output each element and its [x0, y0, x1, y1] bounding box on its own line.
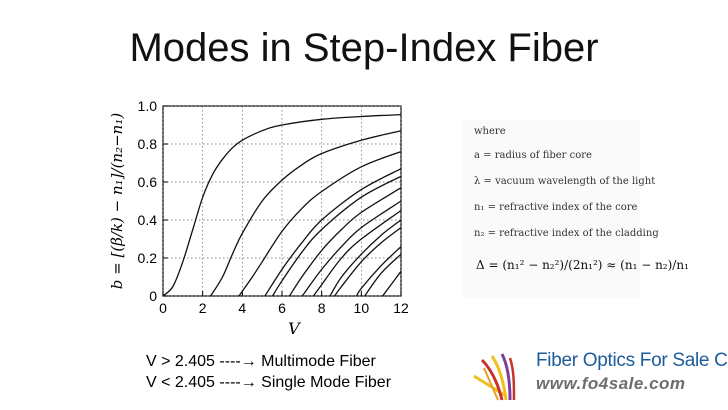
x-tick-label: 12	[393, 300, 409, 316]
y-axis-label: b = [(β/k) − n₁]/(n₂−n₁)	[108, 113, 126, 290]
note-multimode-cond: V > 2.405	[146, 353, 215, 370]
brand-logo: Fiber Optics For Sale Co. www.fo4sale.co…	[470, 346, 728, 402]
legend-a: a = radius of fiber core	[474, 150, 592, 161]
y-tick-label: 0.2	[138, 250, 158, 266]
mode-curve-5	[288, 187, 402, 297]
x-tick-label: 8	[318, 300, 326, 316]
mode-curve-11	[364, 253, 402, 297]
mode-curve-3	[264, 168, 402, 297]
note-singlemode-arrow: ----→	[219, 374, 257, 391]
legend-lambda: λ = vacuum wavelength of the light	[474, 176, 656, 187]
y-tick-label: 0.4	[138, 212, 158, 228]
legend-n1: n₁ = refractive index of the core	[474, 202, 638, 213]
fiber-logo-icon	[473, 353, 516, 401]
brand-url: www.fo4sale.com	[536, 374, 686, 393]
mode-notes: V > 2.405 ----→ Multimode Fiber V < 2.40…	[146, 351, 391, 393]
mode-curve-10	[356, 246, 402, 297]
legend-where: where	[474, 126, 506, 137]
legend-n2: n₂ = refractive index of the cladding	[474, 228, 659, 239]
mode-curve-0	[162, 113, 402, 297]
legend-box: where a = radius of fiber core λ = vacuu…	[462, 120, 689, 298]
mode-curve-4	[271, 175, 402, 297]
mode-curve-6	[301, 200, 402, 297]
mode-curve-7	[312, 209, 402, 297]
chart-svg: 0 2 4 6 8 10 12 0 0.2 0.4 0.6 0.8 1.0 Vb = [(β/k) − n…	[108, 98, 409, 338]
y-tick-label: 0.8	[138, 136, 158, 152]
mode-curve-2	[238, 150, 402, 297]
note-singlemode: V < 2.405 ----→ Single Mode Fiber	[146, 372, 391, 393]
note-singlemode-label: Single Mode Fiber	[261, 374, 392, 391]
y-tick-label: 0.6	[138, 174, 158, 190]
x-tick-label: 0	[159, 300, 167, 316]
mode-curve-8	[329, 219, 402, 297]
y-tick-label: 0	[149, 288, 157, 304]
x-tick-label: 2	[199, 300, 207, 316]
y-tick-label: 1.0	[138, 98, 158, 114]
slide-title: Modes in Step-Index Fiber	[129, 26, 599, 70]
note-multimode-arrow: ----→	[219, 353, 257, 370]
x-tick-label: 10	[354, 300, 370, 316]
brand-name: Fiber Optics For Sale Co.	[536, 350, 728, 371]
mode-curve-12	[382, 270, 402, 297]
mode-curve-9	[334, 227, 402, 297]
x-axis-label: V	[288, 319, 301, 338]
delta-formula: Δ = (n₁² − n₂²)/(2n₁²) ≈ (n₁ − n₂)/n₁	[476, 258, 689, 272]
mode-curve-1	[210, 130, 402, 297]
note-singlemode-cond: V < 2.405	[146, 374, 215, 391]
x-tick-label: 6	[278, 300, 286, 316]
note-multimode: V > 2.405 ----→ Multimode Fiber	[146, 351, 391, 372]
note-multimode-label: Multimode Fiber	[261, 353, 376, 370]
x-tick-label: 4	[238, 300, 246, 316]
